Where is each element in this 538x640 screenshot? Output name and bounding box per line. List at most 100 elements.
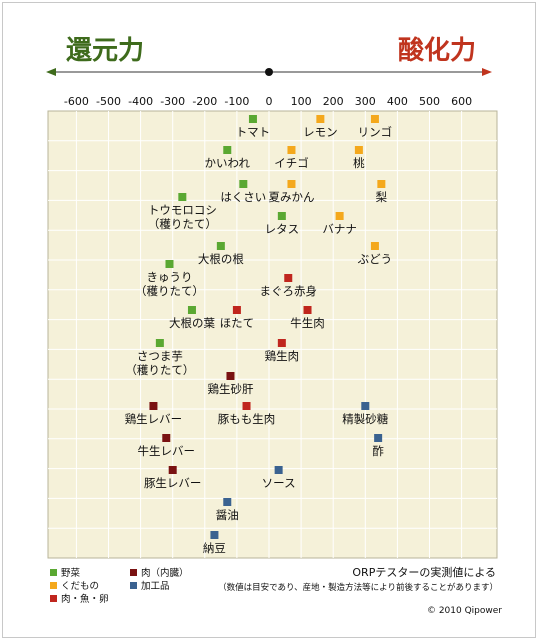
x-tick-label: 500 (419, 95, 440, 108)
zero-point-dot (265, 68, 273, 76)
legend-item-organ-meat: 肉（内臓） (130, 565, 189, 579)
legend-item-vegetables: 野菜 (50, 565, 80, 579)
data-point-label: ぶどう (358, 252, 393, 266)
data-point-marker (242, 402, 251, 410)
data-point-label: 牛生レバー (138, 444, 196, 458)
x-tick-label: -400 (128, 95, 153, 108)
data-point-label: 桃 (353, 156, 365, 170)
data-point-marker (216, 242, 225, 250)
data-point-label: 夏みかん (268, 190, 314, 204)
legend-label: 肉（内臓） (141, 568, 189, 579)
data-point-label: 梨 (376, 190, 388, 204)
reducing-arrowhead (46, 68, 56, 76)
data-point-marker (377, 180, 386, 188)
data-point-label: さつま芋 (137, 349, 183, 363)
data-point-label: 酢 (372, 444, 384, 458)
data-point-marker (284, 274, 293, 282)
data-point-marker (187, 306, 196, 314)
data-point-marker (178, 193, 187, 201)
data-point-marker (248, 115, 257, 123)
data-point-label: リンゴ (358, 125, 393, 139)
data-point-label: レモン (303, 125, 338, 139)
legend-label: 肉・魚・卵 (61, 594, 109, 605)
data-point-label: ほたて (220, 316, 255, 330)
data-point-label: レタス (265, 222, 300, 236)
legend-swatch (50, 568, 57, 576)
source-note: ORPテスターの実測値による (352, 566, 496, 579)
data-point-marker (374, 434, 383, 442)
data-point-label: 納豆 (203, 541, 226, 555)
x-tick-label: 100 (291, 95, 312, 108)
data-point-label: トマト (236, 125, 271, 139)
legend-swatch (50, 581, 57, 589)
data-point-label: ソース (262, 476, 296, 490)
data-point-marker (370, 242, 379, 250)
data-point-marker (210, 531, 219, 539)
legend-swatch (50, 594, 57, 602)
reducing-power-title: 還元力 (66, 36, 145, 66)
data-point-label: 鶏生肉 (265, 349, 300, 363)
data-point-label: 精製砂糖 (342, 412, 388, 426)
data-point-label: 豚生レバー (144, 476, 202, 490)
data-point-marker (287, 180, 296, 188)
data-point-label: 醤油 (216, 508, 239, 522)
disclaimer-note: （数値は目安であり、産地・製造方法等により前後することがあります） (218, 583, 498, 593)
data-point-marker (287, 146, 296, 154)
x-tick-label: 200 (323, 95, 344, 108)
data-point-label: きゅうり (146, 270, 192, 284)
data-point-label: 牛生肉 (290, 316, 325, 330)
legend-swatch (130, 568, 137, 576)
data-point-label: トウモロコシ (148, 203, 217, 217)
data-point-marker (155, 339, 164, 347)
x-tick-label: -600 (64, 95, 89, 108)
data-point-label: まぐろ赤身 (260, 284, 318, 298)
data-point-label: 大根の葉 (169, 316, 215, 330)
data-point-marker (149, 402, 158, 410)
data-point-marker (335, 212, 344, 220)
data-point-marker (303, 306, 312, 314)
x-tick-label: 600 (451, 95, 472, 108)
data-point-marker (277, 212, 286, 220)
data-point-label: イチゴ (274, 156, 309, 170)
data-point-label: （穫りたて） (125, 363, 194, 377)
x-tick-label: 300 (355, 95, 376, 108)
x-tick-label: 0 (266, 95, 273, 108)
x-tick-label: -200 (192, 95, 217, 108)
legend-item-meat-fish-egg: 肉・魚・卵 (50, 591, 109, 605)
legend-label: 加工品 (141, 581, 170, 592)
data-point-label: （穫りたて） (135, 284, 204, 298)
oxidizing-arrowhead (482, 68, 492, 76)
data-point-marker (239, 180, 248, 188)
data-point-marker (162, 434, 171, 442)
data-point-label: バナナ (322, 222, 357, 236)
plot-area (47, 110, 498, 559)
data-point-marker (316, 115, 325, 123)
data-point-label: 鶏生レバー (125, 412, 183, 426)
oxidizing-power-title: 酸化力 (397, 36, 476, 66)
x-tick-label: -100 (224, 95, 249, 108)
data-point-label: かいわれ (205, 156, 251, 170)
data-point-label: 鶏生砂肝 (207, 382, 253, 396)
data-point-label: 豚もも生肉 (218, 412, 276, 426)
data-point-label: はくさい (220, 190, 266, 204)
copyright: © 2010 Qipower (426, 606, 502, 616)
data-point-marker (274, 466, 283, 474)
legend-label: 野菜 (61, 568, 81, 579)
legend-item-processed: 加工品 (130, 578, 170, 592)
data-point-label: 大根の根 (198, 252, 244, 266)
legend-swatch (130, 581, 137, 589)
x-tick-label: 400 (387, 95, 408, 108)
data-point-marker (223, 498, 232, 506)
data-point-marker (226, 372, 235, 380)
data-point-marker (232, 306, 241, 314)
data-point-marker (277, 339, 286, 347)
data-point-marker (165, 260, 174, 268)
data-point-label: （穫りたて） (148, 217, 217, 231)
data-point-marker (168, 466, 177, 474)
data-point-marker (361, 402, 370, 410)
data-point-marker (370, 115, 379, 123)
legend-item-fruits: くだもの (50, 578, 99, 592)
data-point-marker (354, 146, 363, 154)
legend-label: くだもの (61, 581, 100, 592)
